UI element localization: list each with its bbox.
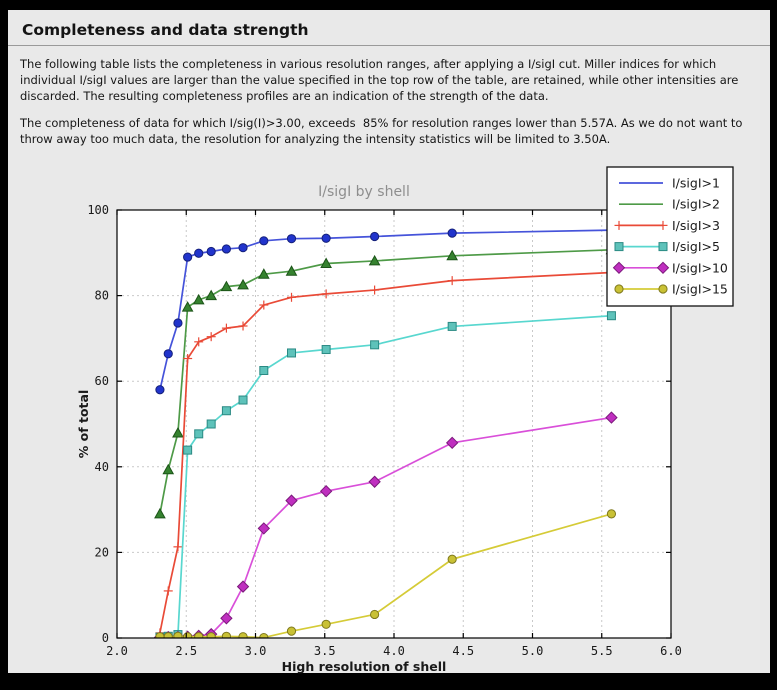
svg-text:I/sigI>2: I/sigI>2: [672, 197, 720, 212]
svg-text:2.5: 2.5: [175, 644, 197, 658]
paragraph-completeness-description: The following table lists the completene…: [20, 57, 742, 104]
completeness-chart: 2.0 2.5 3.0 3.5 4.0 4.5 5.0 5.5 6.0 0 20 40 60 80 100 I…: [8, 160, 770, 682]
axes-frame: [116, 209, 672, 639]
svg-text:40: 40: [95, 460, 109, 474]
svg-text:I/sigI>5: I/sigI>5: [672, 239, 720, 254]
svg-text:3.5: 3.5: [314, 644, 336, 658]
series-I/sigI>3: [155, 267, 616, 638]
legend-entry-I/sigI>5: I/sigI>5: [614, 239, 720, 254]
legend-entry-I/sigI>1: I/sigI>1: [619, 176, 720, 191]
svg-text:100: 100: [87, 203, 109, 217]
isigi-by-shell-plot: 2.0 2.5 3.0 3.5 4.0 4.5 5.0 5.5 6.0 0 20 40 60 80 100 I…: [76, 166, 734, 674]
title-divider: [8, 45, 770, 46]
svg-text:0: 0: [102, 631, 109, 645]
chart-title: I/sigI by shell: [318, 184, 410, 200]
svg-text:3.0: 3.0: [245, 644, 267, 658]
tick-labels: 2.0 2.5 3.0 3.5 4.0 4.5 5.0 5.5 6.0 0 20 40 60 80 100: [87, 203, 682, 658]
page-title: Completeness and data strength: [22, 21, 309, 39]
svg-text:80: 80: [95, 289, 109, 303]
y-axis-label: % of total: [76, 390, 91, 459]
svg-text:I/sigI>10: I/sigI>10: [672, 260, 728, 275]
svg-text:I/sigI>1: I/sigI>1: [672, 176, 720, 191]
legend-entry-I/sigI>10: I/sigI>10: [612, 260, 728, 275]
svg-text:I/sigI>3: I/sigI>3: [672, 218, 720, 233]
svg-text:60: 60: [95, 374, 109, 388]
report-panel: Completeness and data strength The follo…: [8, 10, 770, 674]
series-I/sigI>15: [155, 509, 617, 639]
svg-text:6.0: 6.0: [660, 644, 682, 658]
svg-text:4.0: 4.0: [383, 644, 405, 658]
legend: I/sigI>1 I/sigI>2 I/sigI>3 I/sigI>5 I/sigI>1…: [606, 166, 734, 307]
legend-entry-I/sigI>2: I/sigI>2: [619, 197, 720, 212]
svg-text:5.0: 5.0: [522, 644, 544, 658]
x-axis-label: High resolution of shell: [282, 659, 447, 674]
svg-text:I/sigI>15: I/sigI>15: [672, 282, 728, 297]
gridlines: [117, 210, 671, 638]
svg-text:5.5: 5.5: [591, 644, 613, 658]
svg-text:2.0: 2.0: [106, 644, 128, 658]
legend-entry-I/sigI>3: I/sigI>3: [614, 218, 720, 233]
paragraph-resolution-conclusion: The completeness of data for which I/sig…: [20, 115, 747, 146]
svg-text:20: 20: [95, 545, 109, 559]
legend-entry-I/sigI>15: I/sigI>15: [614, 282, 728, 297]
svg-text:4.5: 4.5: [452, 644, 474, 658]
